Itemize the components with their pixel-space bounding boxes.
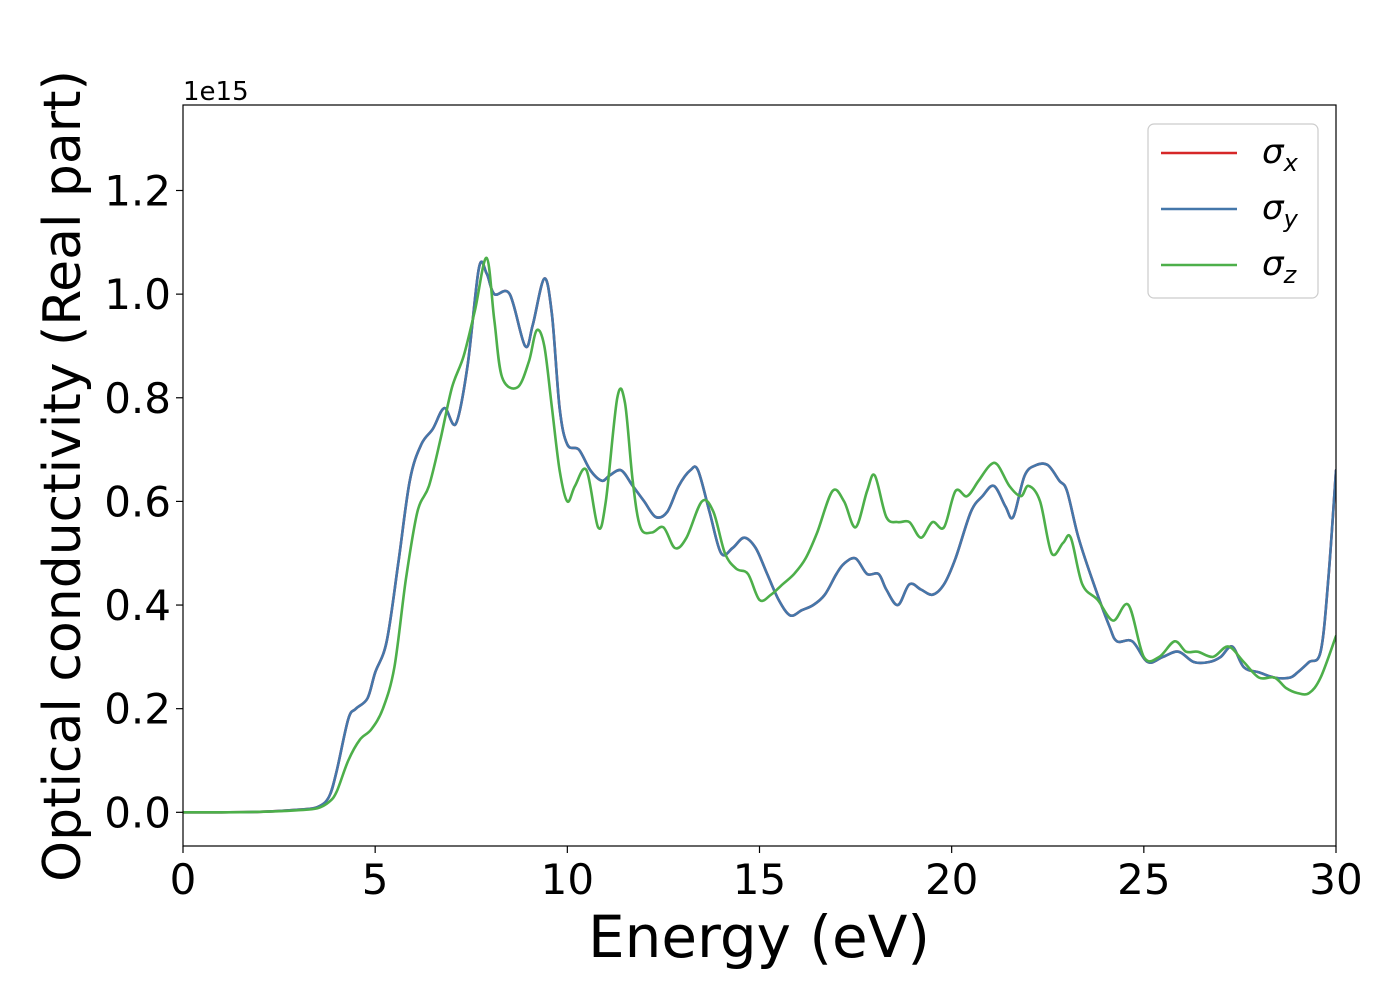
series-line-sigma-z bbox=[183, 256, 1336, 814]
series-line-sigma-x bbox=[183, 260, 1336, 814]
legend-label-sigma-z: σz bbox=[1262, 244, 1298, 289]
y-tick-label: 1.0 bbox=[104, 270, 171, 319]
offset-label: 1e15 bbox=[183, 77, 249, 107]
y-tick-label: 0.4 bbox=[104, 581, 171, 630]
plot-area bbox=[183, 256, 1336, 814]
series-line-sigma-y bbox=[183, 260, 1336, 814]
x-tick-label: 5 bbox=[362, 855, 389, 904]
y-tick-label: 0.8 bbox=[104, 374, 171, 423]
y-tick-label: 0.2 bbox=[104, 685, 171, 734]
legend-frame bbox=[1147, 123, 1319, 299]
legend-label-sigma-x: σx bbox=[1262, 132, 1299, 177]
x-tick-label: 15 bbox=[733, 855, 786, 904]
x-tick-label: 25 bbox=[1117, 855, 1170, 904]
x-tick-label: 0 bbox=[170, 855, 197, 904]
y-tick-label: 1.2 bbox=[104, 167, 171, 216]
y-axis-label: Optical conductivity (Real part) bbox=[33, 70, 93, 882]
legend-label-sigma-y: σy bbox=[1262, 188, 1299, 233]
x-axis-ticks: 0 5 10 15 20 25 30 bbox=[170, 846, 1363, 904]
x-axis-label: Energy (eV) bbox=[588, 903, 930, 971]
x-tick-label: 10 bbox=[541, 855, 594, 904]
x-tick-label: 30 bbox=[1309, 855, 1362, 904]
x-tick-label: 20 bbox=[925, 855, 978, 904]
legend: σx σy σz bbox=[1147, 123, 1319, 299]
y-tick-label: 0.6 bbox=[104, 477, 171, 526]
y-axis-ticks: 0.0 0.2 0.4 0.6 0.8 1.0 1.2 bbox=[104, 167, 183, 837]
y-tick-label: 0.0 bbox=[104, 788, 171, 837]
